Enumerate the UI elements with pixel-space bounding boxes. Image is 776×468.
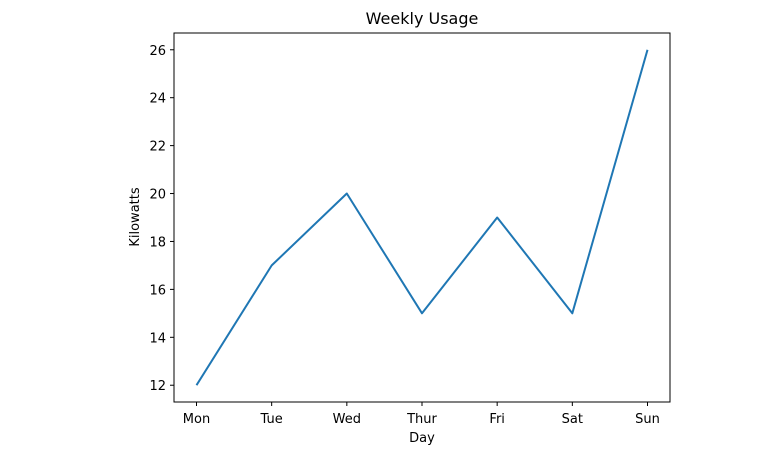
x-tick-label: Mon — [183, 412, 210, 427]
x-axis: Mon Tue Wed Thur Fri Sat Sun — [183, 402, 660, 427]
y-tick-label: 14 — [149, 331, 166, 346]
y-tick-label: 16 — [149, 283, 166, 298]
y-tick-label: 12 — [149, 379, 166, 394]
x-tick-label: Sat — [562, 412, 583, 427]
y-tick-label: 22 — [149, 140, 166, 155]
y-tick-label: 18 — [149, 235, 166, 250]
x-tick-label: Wed — [333, 412, 361, 427]
chart-title: Weekly Usage — [366, 9, 479, 28]
plot-area-frame — [173, 32, 671, 403]
y-tick-label: 26 — [149, 44, 166, 59]
series-line — [195, 49, 649, 386]
x-axis-label: Day — [409, 431, 435, 446]
x-tick-label: Sun — [635, 412, 660, 427]
y-axis-label: Kilowatts — [128, 187, 143, 246]
y-tick-label: 24 — [149, 92, 166, 107]
y-tick-label: 20 — [149, 188, 166, 203]
x-tick-label: Tue — [260, 412, 283, 427]
x-tick-label: Fri — [489, 412, 505, 427]
y-axis: 12 14 16 18 20 22 24 26 — [149, 44, 174, 394]
x-tick-label: Thur — [406, 412, 437, 427]
